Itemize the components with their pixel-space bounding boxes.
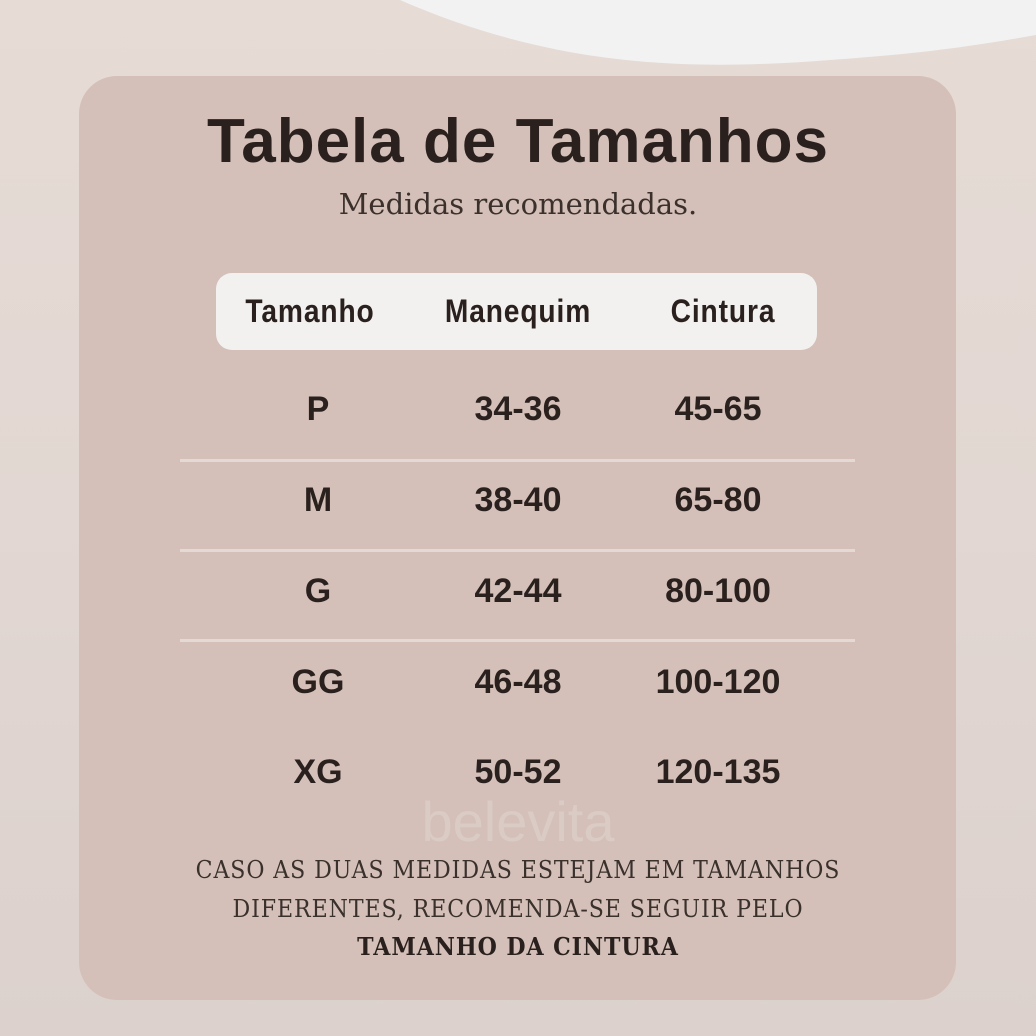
table-cell: 50-52 (474, 753, 562, 791)
decorative-curve (400, 0, 1036, 65)
table-cell: 42-44 (474, 572, 562, 610)
table-cell: M (303, 481, 333, 519)
page-title: Tabela de Tamanhos (206, 107, 830, 176)
note-line-3: TAMANHO DA CINTURA (357, 932, 679, 961)
table-cell: 38-40 (474, 481, 562, 519)
note-line-2: DIFERENTES, RECOMENDA-SE SEGUIR PELO (232, 895, 804, 923)
table-cell: 65-80 (674, 481, 762, 519)
table-cell: 80-100 (665, 572, 771, 610)
table-header (216, 273, 817, 350)
table-cell: 46-48 (474, 663, 562, 701)
subtitle: Medidas recomendadas. (338, 187, 698, 221)
table-cell: XG (293, 753, 343, 791)
table-cell: GG (291, 663, 345, 701)
size-chart-card (79, 76, 956, 1000)
table-cell: 100-120 (655, 663, 781, 701)
header-cintura: Cintura (670, 293, 776, 329)
table-cell: 120-135 (655, 753, 781, 791)
table-cell: 45-65 (674, 390, 762, 428)
table-cell: P (306, 390, 330, 428)
header-manequim: Manequim (444, 293, 592, 329)
watermark-logo: belevita (421, 790, 615, 853)
table-cell: G (304, 572, 332, 610)
row-divider (180, 639, 855, 642)
table-cell: 34-36 (474, 390, 562, 428)
row-divider (180, 549, 855, 552)
note-line-1: CASO AS DUAS MEDIDAS ESTEJAM EM TAMANHOS (195, 856, 841, 884)
row-divider (180, 459, 855, 462)
header-tamanho: Tamanho (245, 293, 375, 329)
